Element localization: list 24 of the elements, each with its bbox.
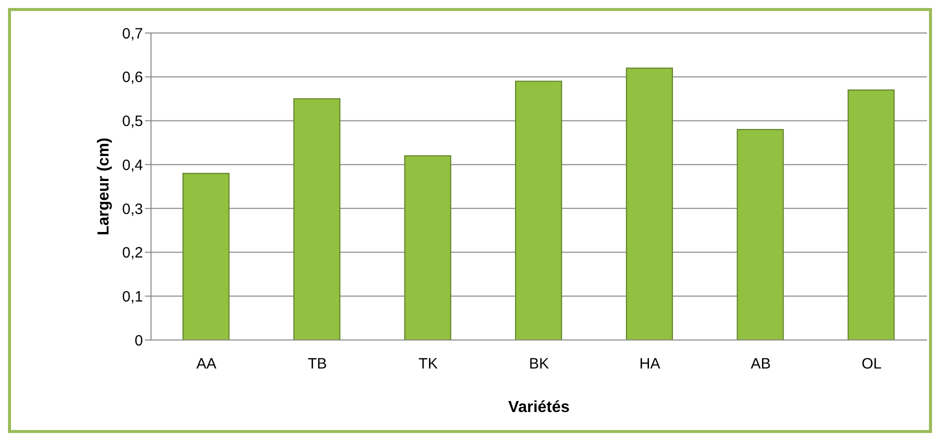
y-tick-label: 0: [134, 332, 143, 350]
y-tick-label: 0,6: [122, 69, 143, 86]
x-tick-label: TK: [418, 356, 438, 373]
bar: [736, 128, 784, 340]
x-tick-label: HA: [639, 356, 660, 373]
bar: [626, 68, 673, 340]
x-tick-label: BK: [528, 356, 550, 373]
y-tick-label: 0,7: [122, 25, 143, 42]
y-tick-label: 0,4: [122, 156, 143, 174]
x-tick-label: AB: [750, 356, 771, 373]
x-tick-label: OL: [862, 356, 882, 373]
bar: [293, 98, 340, 340]
x-tick-label: AA: [196, 356, 216, 373]
bar: [515, 80, 562, 340]
bar: [848, 90, 895, 340]
y-axis-title: Largeur (cm): [96, 138, 113, 236]
y-tick-label: 0,3: [122, 200, 143, 218]
y-tick-label: 0,2: [122, 244, 143, 262]
y-tick-label: 0,1: [122, 288, 143, 306]
x-tick-label: TB: [308, 356, 327, 373]
y-tick-label: 0,5: [122, 113, 143, 130]
bar: [182, 172, 230, 340]
x-axis-title: Variétés: [508, 399, 570, 416]
bar: [404, 155, 452, 340]
